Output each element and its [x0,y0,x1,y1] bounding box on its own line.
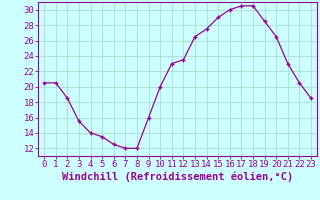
X-axis label: Windchill (Refroidissement éolien,°C): Windchill (Refroidissement éolien,°C) [62,172,293,182]
